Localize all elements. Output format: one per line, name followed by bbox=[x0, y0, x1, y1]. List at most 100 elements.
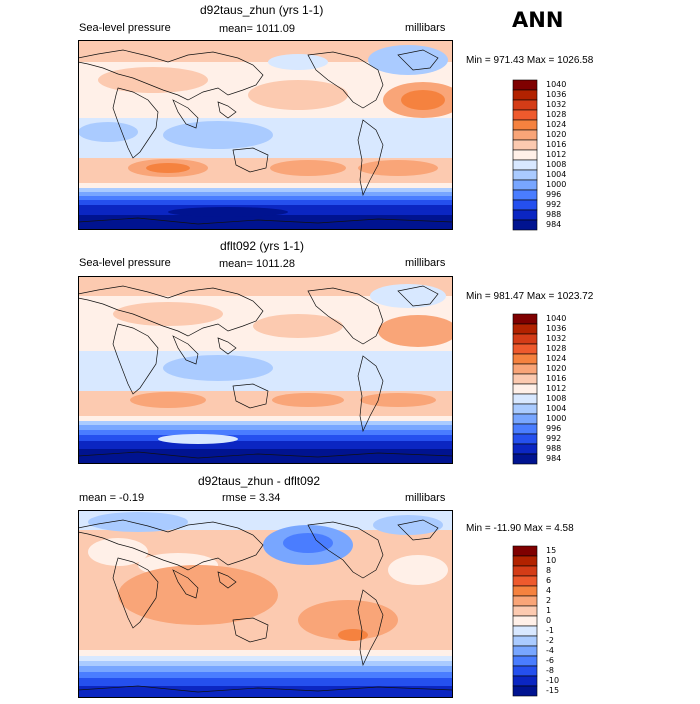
colorbar-swatch bbox=[512, 333, 538, 345]
panel-1-colorbar-swatches bbox=[512, 79, 538, 231]
panel-2-colorbar bbox=[512, 313, 538, 465]
panel-1-minmax: Min = 971.43 Max = 1026.58 bbox=[466, 55, 594, 66]
colorbar-label: 1012 bbox=[546, 384, 567, 393]
colorbar-label: 1028 bbox=[546, 344, 567, 353]
colorbar-label: 984 bbox=[546, 220, 562, 229]
panel-1-map bbox=[78, 40, 453, 230]
colorbar-swatch bbox=[512, 119, 538, 131]
colorbar-swatch bbox=[512, 219, 538, 231]
colorbar-label: 1000 bbox=[546, 414, 567, 423]
panel-1-title: d92taus_zhun (yrs 1-1) bbox=[200, 3, 324, 17]
panel-2-mean-label: mean= 1011.28 bbox=[219, 258, 295, 270]
colorbar-swatch bbox=[512, 675, 538, 687]
colorbar-swatch bbox=[512, 625, 538, 637]
colorbar-label: 1004 bbox=[546, 170, 567, 179]
panel-2-map bbox=[78, 276, 453, 464]
colorbar-swatch bbox=[512, 149, 538, 161]
panel-1-units-label: millibars bbox=[405, 22, 446, 34]
colorbar-swatch bbox=[512, 413, 538, 425]
colorbar-swatch bbox=[512, 383, 538, 395]
panel-3-map bbox=[78, 510, 453, 698]
panel-2-field-label: Sea-level pressure bbox=[79, 257, 171, 269]
colorbar-label: 988 bbox=[546, 210, 562, 219]
colorbar-label: 984 bbox=[546, 454, 562, 463]
colorbar-swatch bbox=[512, 595, 538, 607]
colorbar-label: 1024 bbox=[546, 354, 567, 363]
colorbar-label: 1040 bbox=[546, 314, 567, 323]
panel-1-mean-label: mean= 1011.09 bbox=[219, 23, 295, 35]
panel-3-units-label: millibars bbox=[405, 492, 446, 504]
colorbar-swatch bbox=[512, 685, 538, 697]
colorbar-swatch bbox=[512, 605, 538, 617]
colorbar-swatch bbox=[512, 363, 538, 375]
colorbar-swatch bbox=[512, 353, 538, 365]
panel-3-colorbar-swatches bbox=[512, 545, 538, 697]
colorbar-swatch bbox=[512, 343, 538, 355]
panel-2-units-label: millibars bbox=[405, 257, 446, 269]
colorbar-label: 2 bbox=[546, 596, 552, 605]
colorbar-label: -10 bbox=[546, 676, 560, 685]
colorbar-label: -4 bbox=[546, 646, 554, 655]
colorbar-label: 1032 bbox=[546, 334, 567, 343]
colorbar-label: 10 bbox=[546, 556, 557, 565]
colorbar-label: 1004 bbox=[546, 404, 567, 413]
colorbar-label: 6 bbox=[546, 576, 552, 585]
colorbar-swatch bbox=[512, 209, 538, 221]
colorbar-label: -8 bbox=[546, 666, 554, 675]
panel-3-mean-label: mean = -0.19 bbox=[79, 492, 145, 504]
colorbar-swatch bbox=[512, 199, 538, 211]
colorbar-swatch bbox=[512, 179, 538, 191]
colorbar-swatch bbox=[512, 423, 538, 435]
colorbar-swatch bbox=[512, 453, 538, 465]
colorbar-swatch bbox=[512, 565, 538, 577]
colorbar-swatch bbox=[512, 655, 538, 667]
panel-2-minmax: Min = 981.47 Max = 1023.72 bbox=[466, 291, 594, 302]
colorbar-swatch bbox=[512, 575, 538, 587]
colorbar-label: 1 bbox=[546, 606, 552, 615]
colorbar-label: 1012 bbox=[546, 150, 567, 159]
panel-3-rmse-label: rmse = 3.34 bbox=[222, 492, 281, 504]
colorbar-label: 1040 bbox=[546, 80, 567, 89]
colorbar-label: -2 bbox=[546, 636, 554, 645]
colorbar-label: 1008 bbox=[546, 394, 567, 403]
colorbar-swatch bbox=[512, 169, 538, 181]
colorbar-label: 996 bbox=[546, 424, 562, 433]
colorbar-label: 1036 bbox=[546, 324, 567, 333]
colorbar-swatch bbox=[512, 635, 538, 647]
colorbar-swatch bbox=[512, 189, 538, 201]
colorbar-swatch bbox=[512, 443, 538, 455]
panel-2-title: dflt092 (yrs 1-1) bbox=[220, 239, 305, 253]
colorbar-label: 8 bbox=[546, 566, 552, 575]
colorbar-swatch bbox=[512, 139, 538, 151]
colorbar-label: -6 bbox=[546, 656, 554, 665]
colorbar-swatch bbox=[512, 159, 538, 171]
colorbar-swatch bbox=[512, 393, 538, 405]
colorbar-swatch bbox=[512, 109, 538, 121]
panel-3-title: d92taus_zhun - dflt092 bbox=[198, 474, 321, 488]
colorbar-swatch bbox=[512, 645, 538, 657]
colorbar-swatch bbox=[512, 403, 538, 415]
colorbar-label: 1016 bbox=[546, 140, 567, 149]
colorbar-swatch bbox=[512, 665, 538, 677]
colorbar-swatch bbox=[512, 313, 538, 325]
colorbar-swatch bbox=[512, 323, 538, 335]
season-label: ANN bbox=[512, 8, 564, 32]
colorbar-label: 1020 bbox=[546, 364, 567, 373]
colorbar-label: 992 bbox=[546, 434, 562, 443]
colorbar-label: 1036 bbox=[546, 90, 567, 99]
colorbar-label: 15 bbox=[546, 546, 557, 555]
colorbar-label: 988 bbox=[546, 444, 562, 453]
panel-1-colorbar bbox=[512, 79, 538, 231]
colorbar-label: 996 bbox=[546, 190, 562, 199]
colorbar-label: 992 bbox=[546, 200, 562, 209]
panel-3-colorbar bbox=[512, 545, 538, 697]
colorbar-label: 1020 bbox=[546, 130, 567, 139]
colorbar-swatch bbox=[512, 433, 538, 445]
colorbar-swatch bbox=[512, 129, 538, 141]
colorbar-label: 1008 bbox=[546, 160, 567, 169]
panel-2-colorbar-swatches bbox=[512, 313, 538, 465]
panel-1-field-label: Sea-level pressure bbox=[79, 22, 171, 34]
panel-3-minmax: Min = -11.90 Max = 4.58 bbox=[466, 523, 574, 534]
colorbar-label: -15 bbox=[546, 686, 560, 695]
colorbar-label: -1 bbox=[546, 626, 554, 635]
